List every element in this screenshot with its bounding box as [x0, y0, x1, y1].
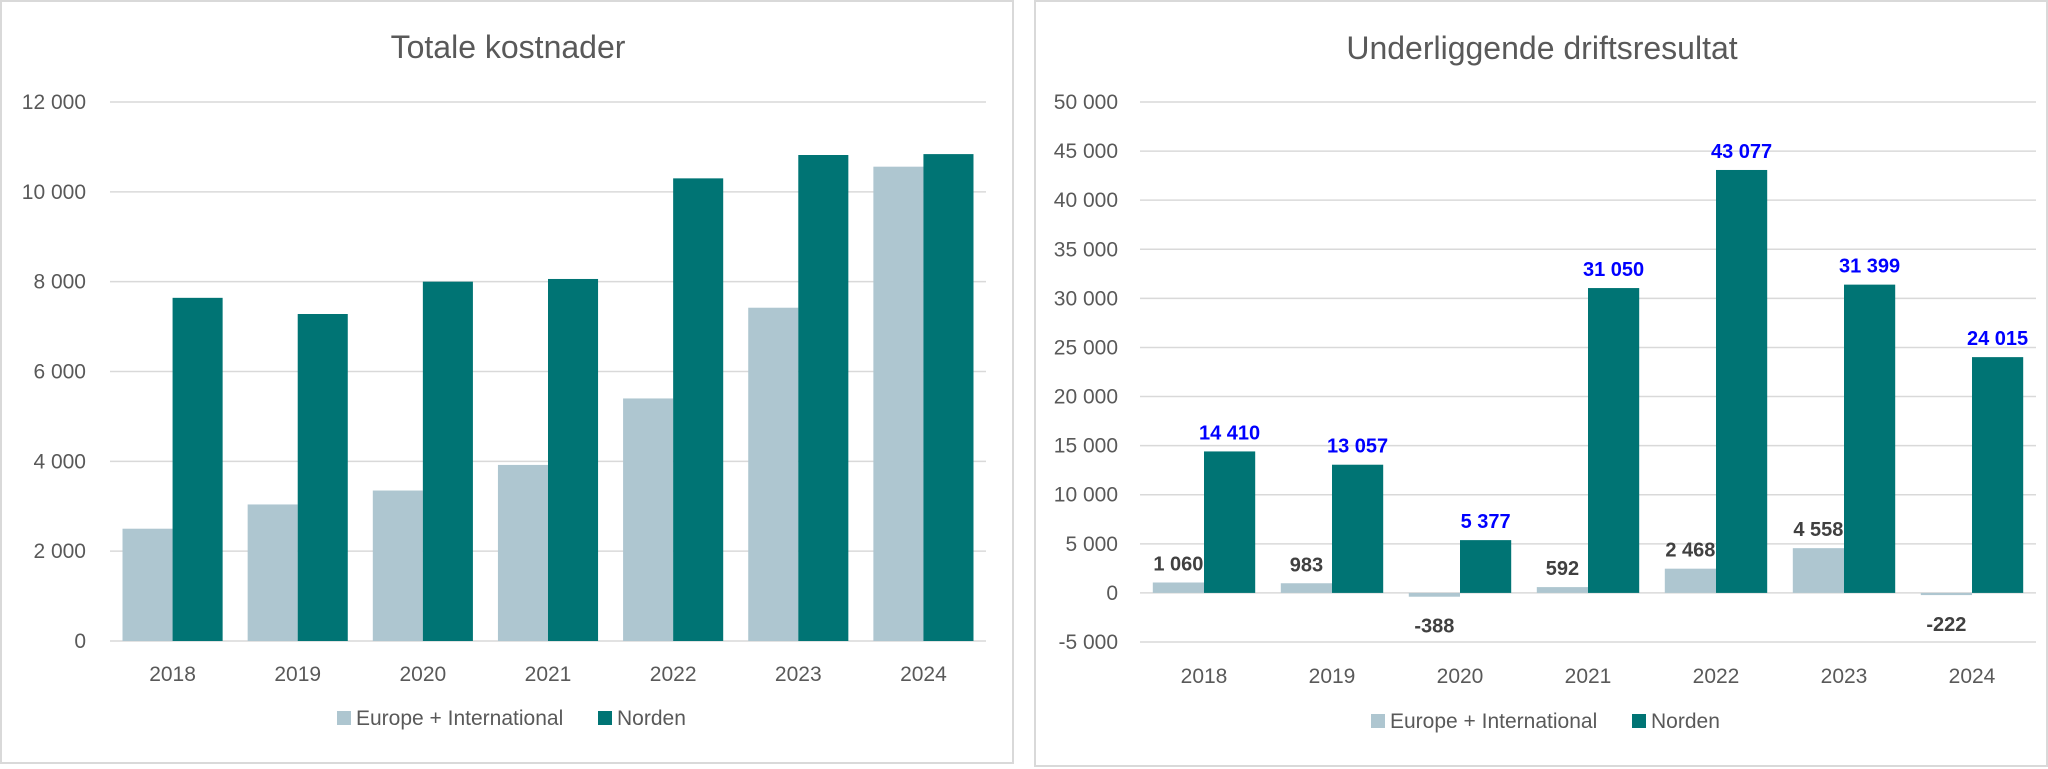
bar-norden — [1716, 169, 1768, 593]
data-label-norden: 43 077 — [1711, 141, 1772, 163]
data-label-norden: 13 057 — [1327, 436, 1388, 458]
bars — [122, 154, 974, 642]
chart-svg-underliggende-driftsresultat: Underliggende driftsresultat -5 000 0 5 00… — [1054, 30, 2036, 733]
y-tick-label: 50 000 — [1054, 91, 1118, 114]
x-tick-label: 2023 — [1821, 665, 1868, 688]
y-tick-label: 30 000 — [1054, 287, 1118, 310]
bar-europe — [122, 528, 173, 641]
x-tick-label: 2020 — [1437, 665, 1484, 688]
bar-europe — [1280, 583, 1332, 593]
legend-label-norden: Norden — [1651, 710, 1720, 733]
y-tick-label: 25 000 — [1054, 336, 1118, 359]
y-axis-ticks: 0 2 000 4 000 6 000 8 000 10 000 12 000 — [22, 91, 86, 653]
chart-svg-totale-kostnader: Totale kostnader 0 2 000 4 000 6 000 8 000 10… — [22, 29, 986, 730]
x-tick-label: 2018 — [1181, 665, 1228, 688]
data-label-europe: 2 468 — [1665, 540, 1715, 562]
legend: Europe + International Norden — [1371, 710, 1720, 733]
bar-europe — [1536, 587, 1588, 593]
y-tick-label: 10 000 — [1054, 484, 1118, 507]
legend-label-europe: Europe + International — [1390, 710, 1597, 733]
data-label-norden: 24 015 — [1967, 328, 2028, 350]
y-tick-label: -5 000 — [1058, 631, 1118, 654]
bar-norden — [422, 281, 473, 641]
bar-europe — [1792, 548, 1844, 593]
legend-swatch-europe — [1371, 714, 1385, 728]
legend-swatch-norden — [598, 711, 612, 725]
bar-europe — [497, 464, 548, 641]
y-tick-label: 0 — [1106, 582, 1118, 605]
y-tick-label: 15 000 — [1054, 435, 1118, 458]
legend-swatch-norden — [1632, 714, 1646, 728]
bar-europe — [372, 490, 423, 641]
x-tick-label: 2018 — [149, 663, 196, 686]
x-tick-label: 2019 — [1309, 665, 1356, 688]
bar-norden — [1844, 284, 1896, 593]
data-label-europe: 592 — [1546, 558, 1579, 580]
x-tick-label: 2020 — [399, 663, 446, 686]
bar-europe — [1152, 582, 1204, 593]
chart-title: Underliggende driftsresultat — [1346, 30, 1737, 66]
y-tick-label: 4 000 — [33, 450, 86, 473]
y-tick-label: 12 000 — [22, 91, 86, 114]
y-tick-label: 2 000 — [33, 540, 86, 563]
y-tick-label: 0 — [74, 630, 86, 653]
data-label-norden: 14 410 — [1199, 422, 1260, 444]
bar-norden — [1972, 357, 2024, 593]
y-tick-label: 6 000 — [33, 361, 86, 384]
chart-title: Totale kostnader — [391, 29, 626, 65]
data-label-europe: -388 — [1414, 616, 1454, 638]
y-tick-label: 40 000 — [1054, 189, 1118, 212]
y-tick-label: 45 000 — [1054, 140, 1118, 163]
x-tick-label: 2019 — [274, 663, 321, 686]
data-label-europe: 4 558 — [1793, 519, 1843, 541]
x-axis-ticks: 2018 2019 2020 2021 2022 2023 2024 — [149, 663, 947, 686]
y-tick-label: 5 000 — [1065, 533, 1118, 556]
bar-norden — [297, 314, 348, 641]
bar-europe — [1664, 568, 1716, 593]
y-axis-ticks: -5 000 0 5 000 10 000 15 000 20 000 25 000 30 0… — [1054, 91, 1118, 654]
bar-europe — [873, 166, 924, 641]
bar-norden — [1460, 540, 1512, 593]
data-label-europe: -222 — [1926, 614, 1966, 636]
data-label-europe: 1 060 — [1153, 554, 1203, 576]
bar-europe — [1408, 592, 1460, 597]
bar-europe — [748, 307, 799, 641]
data-labels: 1 060 14 410 983 13 057 -388 5 377 592 31 050 2 … — [1153, 141, 2028, 638]
chart-panel-totale-kostnader: Totale kostnader 0 2 000 4 000 6 000 8 000 10… — [0, 0, 1014, 764]
bar-norden — [172, 297, 223, 641]
x-tick-label: 2021 — [525, 663, 572, 686]
bar-norden — [673, 178, 724, 641]
x-tick-label: 2023 — [775, 663, 822, 686]
data-label-norden: 31 399 — [1839, 256, 1900, 278]
bar-norden — [798, 155, 849, 642]
legend-label-norden: Norden — [617, 707, 686, 730]
chart-panel-underliggende-driftsresultat: Underliggende driftsresultat -5 000 0 5 00… — [1034, 0, 2048, 767]
bar-europe — [623, 398, 674, 641]
data-label-norden: 5 377 — [1461, 511, 1511, 533]
x-tick-label: 2024 — [1949, 665, 1996, 688]
legend-swatch-europe — [337, 711, 351, 725]
data-label-europe: 983 — [1290, 554, 1323, 576]
bar-norden — [1332, 464, 1384, 593]
y-tick-label: 20 000 — [1054, 386, 1118, 409]
y-tick-label: 8 000 — [33, 271, 86, 294]
bar-europe — [247, 504, 298, 641]
bar-norden — [1204, 451, 1256, 593]
x-axis-ticks: 2018 2019 2020 2021 2022 2023 2024 — [1181, 665, 1996, 688]
bar-norden — [923, 154, 974, 641]
bar-norden — [1588, 288, 1640, 593]
x-tick-label: 2022 — [1693, 665, 1740, 688]
bar-europe — [1920, 592, 1972, 596]
y-tick-label: 35 000 — [1054, 238, 1118, 261]
legend: Europe + International Norden — [337, 707, 686, 730]
x-tick-label: 2024 — [900, 663, 947, 686]
legend-label-europe: Europe + International — [356, 707, 563, 730]
bar-norden — [548, 278, 599, 641]
x-tick-label: 2022 — [650, 663, 697, 686]
x-tick-label: 2021 — [1565, 665, 1612, 688]
y-tick-label: 10 000 — [22, 181, 86, 204]
data-label-norden: 31 050 — [1583, 259, 1644, 281]
bars — [1152, 169, 2024, 597]
